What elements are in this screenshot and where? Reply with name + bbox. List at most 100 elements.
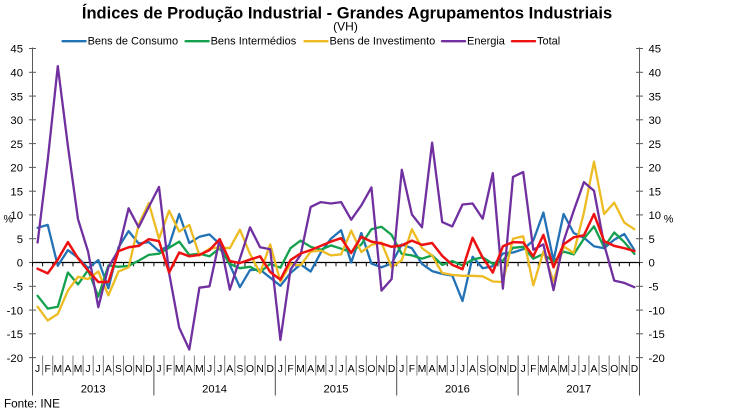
svg-text:2015: 2015 xyxy=(324,383,349,395)
svg-text:2013: 2013 xyxy=(81,383,106,395)
svg-text:M: M xyxy=(418,364,427,375)
svg-text:M: M xyxy=(195,364,204,375)
svg-text:J: J xyxy=(156,364,161,375)
svg-text:25: 25 xyxy=(649,139,662,151)
svg-text:S: S xyxy=(479,364,486,375)
svg-text:35: 35 xyxy=(649,91,662,103)
svg-text:M: M xyxy=(559,364,568,375)
svg-text:J: J xyxy=(86,364,91,375)
svg-text:D: D xyxy=(631,364,638,375)
svg-text:D: D xyxy=(509,364,516,375)
svg-text:2016: 2016 xyxy=(445,383,470,395)
svg-text:30: 30 xyxy=(10,115,23,127)
svg-text:J: J xyxy=(207,364,212,375)
svg-text:S: S xyxy=(115,364,122,375)
svg-text:-20: -20 xyxy=(649,353,665,365)
svg-text:Bens de Consumo: Bens de Consumo xyxy=(88,35,179,47)
svg-text:45: 45 xyxy=(10,44,23,56)
svg-text:A: A xyxy=(550,364,557,375)
svg-text:40: 40 xyxy=(10,68,23,80)
svg-text:-15: -15 xyxy=(649,329,665,341)
svg-text:J: J xyxy=(581,364,586,375)
svg-text:(VH): (VH) xyxy=(333,20,358,34)
svg-text:A: A xyxy=(64,364,71,375)
svg-text:J: J xyxy=(96,364,101,375)
svg-text:F: F xyxy=(45,364,51,375)
svg-text:N: N xyxy=(378,364,385,375)
svg-text:J: J xyxy=(460,364,465,375)
svg-text:J: J xyxy=(338,364,343,375)
svg-text:N: N xyxy=(135,364,142,375)
svg-text:S: S xyxy=(601,364,608,375)
svg-text:J: J xyxy=(450,364,455,375)
svg-text:J: J xyxy=(399,364,404,375)
svg-text:%: % xyxy=(4,214,14,226)
svg-text:O: O xyxy=(246,364,254,375)
svg-text:M: M xyxy=(539,364,548,375)
svg-text:F: F xyxy=(287,364,293,375)
svg-text:J: J xyxy=(571,364,576,375)
svg-text:F: F xyxy=(166,364,172,375)
svg-text:F: F xyxy=(409,364,415,375)
svg-text:5: 5 xyxy=(17,234,23,246)
svg-text:10: 10 xyxy=(649,210,662,222)
svg-text:J: J xyxy=(521,364,526,375)
svg-text:N: N xyxy=(256,364,263,375)
svg-text:A: A xyxy=(429,364,436,375)
svg-text:5: 5 xyxy=(649,234,655,246)
svg-text:J: J xyxy=(217,364,222,375)
svg-text:0: 0 xyxy=(649,258,655,270)
svg-text:N: N xyxy=(621,364,628,375)
svg-text:35: 35 xyxy=(10,91,23,103)
svg-text:O: O xyxy=(489,364,497,375)
svg-text:J: J xyxy=(278,364,283,375)
svg-text:O: O xyxy=(367,364,375,375)
svg-text:-5: -5 xyxy=(649,282,659,294)
svg-text:Bens de Investimento: Bens de Investimento xyxy=(330,35,436,47)
svg-text:S: S xyxy=(236,364,243,375)
svg-text:O: O xyxy=(125,364,133,375)
svg-text:15: 15 xyxy=(649,186,662,198)
svg-text:F: F xyxy=(530,364,536,375)
svg-text:N: N xyxy=(499,364,506,375)
svg-text:Índices de Produção Industrial: Índices de Produção Industrial - Grandes… xyxy=(82,4,612,23)
svg-text:J: J xyxy=(328,364,333,375)
svg-text:A: A xyxy=(105,364,112,375)
svg-text:Energia: Energia xyxy=(467,35,506,47)
svg-text:2017: 2017 xyxy=(566,383,591,395)
svg-text:M: M xyxy=(74,364,83,375)
svg-text:%: % xyxy=(664,214,674,226)
svg-text:25: 25 xyxy=(10,139,23,151)
svg-text:30: 30 xyxy=(649,115,662,127)
svg-text:15: 15 xyxy=(10,186,23,198)
svg-text:O: O xyxy=(610,364,618,375)
svg-text:40: 40 xyxy=(649,68,662,80)
svg-text:M: M xyxy=(54,364,63,375)
svg-text:Fonte: INE: Fonte: INE xyxy=(4,398,60,411)
svg-text:20: 20 xyxy=(10,163,23,175)
svg-text:M: M xyxy=(438,364,447,375)
svg-text:A: A xyxy=(226,364,233,375)
svg-text:Bens Intermédios: Bens Intermédios xyxy=(211,35,297,47)
svg-text:J: J xyxy=(35,364,40,375)
svg-text:A: A xyxy=(307,364,314,375)
svg-text:-20: -20 xyxy=(7,353,23,365)
svg-text:20: 20 xyxy=(649,163,662,175)
svg-text:D: D xyxy=(388,364,395,375)
svg-text:A: A xyxy=(348,364,355,375)
svg-text:S: S xyxy=(358,364,365,375)
svg-text:0: 0 xyxy=(17,258,23,270)
svg-text:D: D xyxy=(145,364,152,375)
svg-text:M: M xyxy=(317,364,326,375)
svg-text:A: A xyxy=(186,364,193,375)
svg-text:-15: -15 xyxy=(7,329,23,341)
svg-text:M: M xyxy=(175,364,184,375)
svg-text:2014: 2014 xyxy=(202,383,227,395)
svg-text:10: 10 xyxy=(10,210,23,222)
svg-text:-5: -5 xyxy=(13,282,23,294)
svg-text:A: A xyxy=(591,364,598,375)
svg-text:Total: Total xyxy=(537,35,560,47)
svg-text:-10: -10 xyxy=(7,305,23,317)
svg-text:M: M xyxy=(296,364,305,375)
svg-text:45: 45 xyxy=(649,44,662,56)
